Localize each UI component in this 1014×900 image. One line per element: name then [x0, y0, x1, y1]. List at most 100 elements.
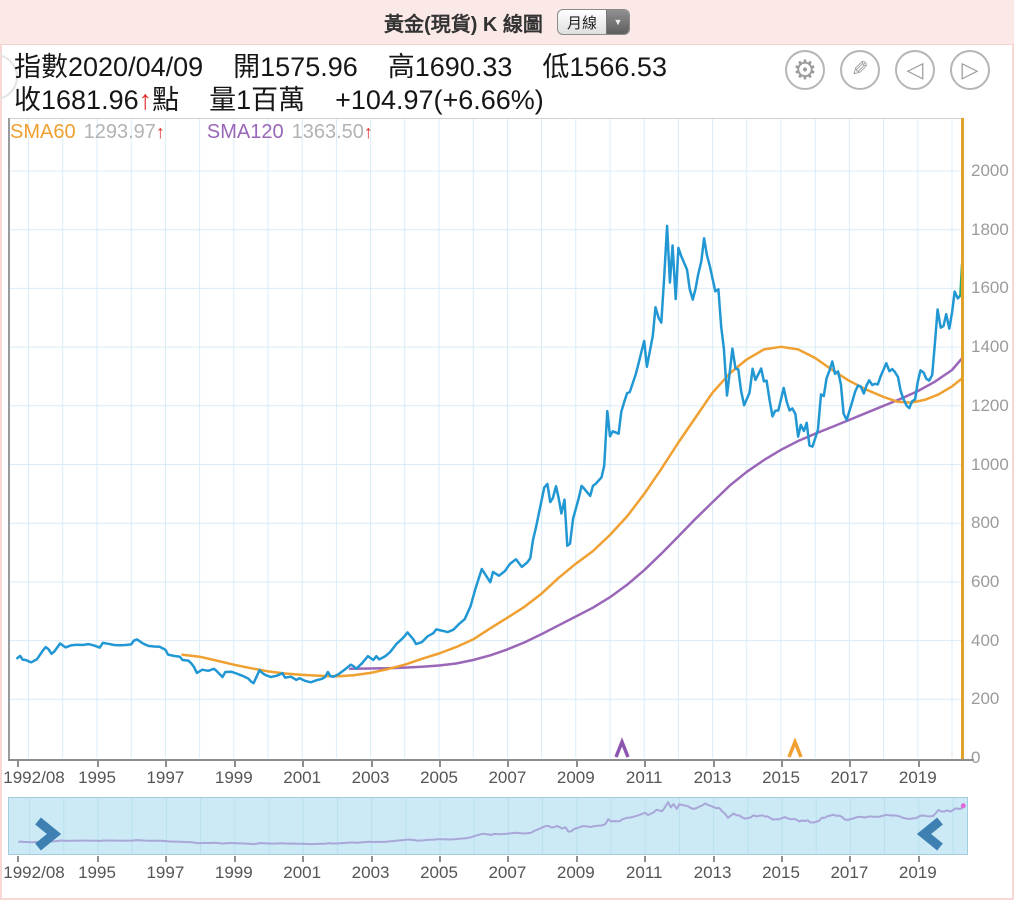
nav-series-line — [18, 801, 965, 846]
unit-label: 點 — [152, 85, 180, 115]
x-axis-tick — [644, 856, 647, 862]
x-axis-tick — [849, 761, 852, 767]
sma120-label: SMA120 — [206, 121, 284, 143]
up-arrow-icon: ↑ — [138, 85, 153, 115]
x-axis-label: 2003 — [351, 768, 390, 787]
x-axis-label: 2019 — [898, 863, 937, 882]
draw-button[interactable]: ✎ — [840, 50, 880, 90]
x-axis-label: 2011 — [625, 768, 663, 787]
x-axis-tick — [233, 761, 236, 767]
next-button[interactable]: ▷ — [950, 50, 990, 90]
index-date: 指數2020/04/09 — [14, 52, 204, 82]
x-axis-label: 2009 — [556, 768, 595, 787]
x-axis-label: 1992/08 — [3, 863, 65, 882]
signal-caret-marker — [614, 737, 630, 758]
x-axis-tick — [507, 761, 510, 767]
y-axis-label: 1800 — [971, 219, 1009, 239]
x-axis-tick — [575, 761, 578, 767]
nav-handle-right[interactable] — [916, 817, 951, 851]
chevron-left-icon — [916, 817, 943, 851]
x-axis-label: 1999 — [214, 768, 253, 787]
chevron-down-icon[interactable]: ▼ — [605, 10, 629, 34]
x-axis-label: 2003 — [351, 863, 390, 882]
navigator-chart — [18, 798, 966, 854]
x-axis-label: 2001 — [283, 863, 322, 882]
volume-value: 量1百萬 — [209, 85, 306, 115]
x-axis-label: 2005 — [420, 863, 458, 882]
x-axis-label: 1992/08 — [3, 768, 65, 787]
sma60-value: 1293.97 — [83, 121, 156, 143]
y-axis-label: 800 — [971, 513, 1000, 533]
x-axis-tick — [370, 761, 373, 767]
gear-icon: ⚙ — [792, 54, 818, 85]
y-axis-label: 1000 — [971, 454, 1009, 474]
x-axis-label: 2009 — [556, 863, 595, 882]
triangle-left-icon: ◁ — [906, 57, 924, 82]
x-axis-tick — [849, 856, 852, 862]
x-axis-tick — [97, 761, 99, 767]
x-axis-line — [8, 759, 974, 761]
y-axis-label: 2000 — [971, 161, 1009, 180]
x-axis-label: 2013 — [693, 768, 732, 787]
x-axis-tick — [917, 761, 920, 767]
period-select[interactable]: 月線 ▼ — [556, 9, 630, 35]
main-price-chart[interactable] — [8, 118, 963, 760]
plot-right-border — [961, 118, 964, 760]
page-title: 黃金(現貨) K 線圖 — [384, 13, 543, 36]
x-axis-label: 2007 — [488, 863, 527, 882]
titlebar: 黃金(現貨) K 線圖 月線 ▼ — [0, 0, 1014, 45]
x-axis-tick — [302, 856, 305, 862]
triangle-right-icon: ▷ — [961, 57, 979, 82]
y-axis-label: 1600 — [971, 278, 1009, 298]
x-axis-label: 2019 — [898, 768, 937, 787]
sma120-value: 1363.50 — [291, 121, 364, 143]
chevron-right-icon — [35, 817, 62, 851]
x-axis-tick — [917, 856, 920, 862]
low-value: 低1566.53 — [542, 52, 667, 82]
high-value: 高1690.33 — [387, 52, 513, 82]
y-axis-label: 0 — [971, 748, 981, 767]
sma120-up-arrow-icon: ↑ — [363, 122, 373, 142]
x-axis-tick — [17, 856, 20, 862]
x-axis-tick — [712, 856, 715, 862]
sma-legend: SMA60 1293.97↑ SMA120 1363.50↑ — [10, 121, 373, 144]
nav-handle-left[interactable] — [27, 817, 62, 851]
x-axis-label: 2015 — [762, 863, 800, 882]
x-axis-tick — [781, 761, 783, 767]
y-axis-label: 1200 — [971, 395, 1009, 415]
x-axis-tick — [17, 761, 20, 767]
x-axis-tick — [781, 856, 783, 862]
y-axis-label: 1400 — [971, 337, 1009, 357]
signal-caret-marker — [787, 737, 803, 758]
settings-button[interactable]: ⚙ — [785, 50, 825, 90]
quote-line-2: 收1681.96↑點 量1百萬 +104.97(+6.66%) — [14, 84, 667, 117]
sma60-up-arrow-icon: ↑ — [155, 122, 165, 142]
x-axis-tick — [97, 856, 99, 862]
navigator-x-axis: 1992/08 1995 1997 1999 2001 2003 2005 2007 2009 2… — [0, 856, 1014, 886]
x-axis-tick — [439, 856, 441, 862]
close-value: 收1681.96 — [14, 85, 139, 115]
x-axis-label: 1997 — [146, 863, 185, 882]
prev-button[interactable]: ◁ — [895, 50, 935, 90]
x-axis-label: 2005 — [420, 768, 458, 787]
x-axis-label: 1995 — [78, 863, 116, 882]
x-axis-tick — [644, 761, 647, 767]
y-axis-label: 400 — [971, 630, 1000, 650]
period-select-value: 月線 — [566, 14, 597, 32]
nav-end-dot — [960, 803, 966, 809]
x-axis-tick — [165, 761, 168, 767]
x-axis-tick — [575, 856, 578, 862]
x-axis-label: 1997 — [146, 768, 185, 787]
navigator[interactable] — [8, 797, 968, 855]
pen-icon: ✎ — [851, 58, 869, 81]
x-axis-tick — [439, 761, 441, 767]
chart-toolbar: ⚙ ✎ ◁ ▷ — [785, 50, 990, 90]
x-axis-label: 2011 — [625, 863, 663, 882]
x-axis-tick — [712, 761, 715, 767]
main-x-axis: 1992/08 1995 1997 1999 2001 2003 2005 2007 2009 2… — [0, 761, 1014, 789]
y-axis-label: 200 — [971, 689, 1000, 709]
sma120-line — [348, 356, 963, 671]
quote-line-1: 指數2020/04/09 開1575.96 高1690.33 低1566.53 — [14, 51, 667, 84]
open-value: 開1575.96 — [233, 52, 358, 82]
